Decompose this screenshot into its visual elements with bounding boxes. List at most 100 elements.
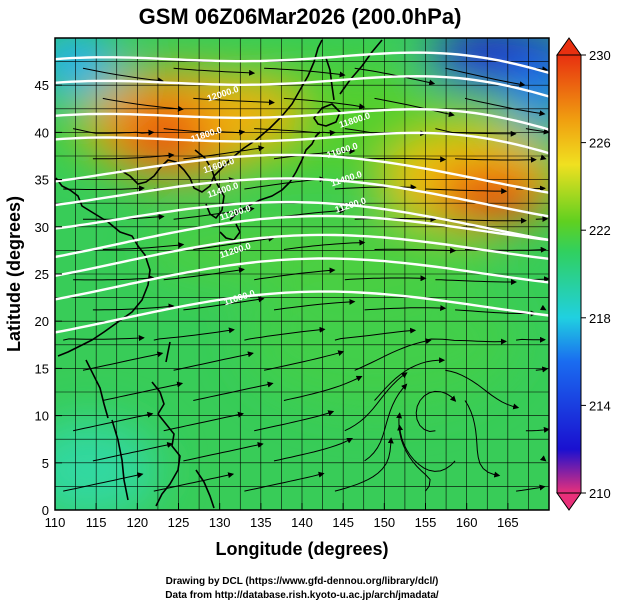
streamline <box>183 145 265 160</box>
credit-line-1: Drawing by DCL (https://www.gfd-dennou.o… <box>166 576 439 587</box>
warm-core-east <box>435 167 545 223</box>
streamline <box>435 279 517 285</box>
colorbar-top-arrow <box>556 37 582 56</box>
streamline <box>374 247 457 254</box>
streamline <box>415 390 457 433</box>
x-tick-label: 155 <box>415 515 437 530</box>
streamline <box>193 381 274 401</box>
streamline <box>364 156 447 163</box>
streamline <box>464 97 546 117</box>
height-contour-11000 <box>55 290 549 334</box>
y-tick-label: 0 <box>42 503 49 518</box>
x-tick-label: 145 <box>332 515 354 530</box>
x-tick-label: 110 <box>45 515 66 530</box>
streamline <box>102 97 184 112</box>
streamline <box>283 239 366 250</box>
colorbar-tick-label: 230 <box>589 48 611 63</box>
plot-area: 12000.011800.011600.011400.011200.011200… <box>55 38 549 510</box>
streamline <box>455 156 537 163</box>
coast-korea <box>194 149 225 219</box>
height-contour-11800 <box>55 131 549 155</box>
chart-title: GSM 06Z06Mar2026 (200.0hPa) <box>139 4 462 29</box>
colorbar-tick-label: 210 <box>589 486 611 501</box>
y-tick-label: 20 <box>35 314 49 329</box>
streamline <box>254 267 336 281</box>
colorbar-tick-label: 222 <box>589 223 611 238</box>
streamline <box>364 305 447 312</box>
x-tick-label: 160 <box>456 515 478 530</box>
x-tick-label: 140 <box>291 515 313 530</box>
streamline <box>173 351 254 371</box>
streamline <box>82 67 164 84</box>
height-contour-12000 <box>55 74 549 98</box>
subtropical-band <box>140 210 500 290</box>
streamline <box>455 309 537 317</box>
colorbar-tick-label: 214 <box>589 398 611 413</box>
x-tick-label: 130 <box>209 515 231 530</box>
streamline <box>63 472 144 492</box>
streamline <box>283 375 363 401</box>
streamline <box>72 128 155 136</box>
colorbar-bottom-arrow <box>556 492 582 511</box>
streamline <box>425 338 507 345</box>
credit-line-2: Data from http://database.rish.kyoto-u.a… <box>165 590 439 601</box>
streamline <box>354 67 436 86</box>
coast-honshu <box>229 131 321 221</box>
streamline <box>273 148 356 160</box>
streamline <box>183 442 264 462</box>
coast-sakhalin <box>325 57 335 101</box>
y-tick-label: 15 <box>35 361 49 376</box>
coast-philippines <box>151 381 181 507</box>
height-contour-11200 <box>55 257 549 301</box>
coast-mindanao <box>195 469 215 509</box>
x-tick-label: 165 <box>497 515 519 530</box>
streamline <box>397 424 456 472</box>
y-tick-label: 30 <box>35 220 49 235</box>
streamline <box>63 335 145 342</box>
streamline <box>254 128 336 136</box>
streamline <box>163 411 244 432</box>
streamline <box>273 437 353 462</box>
streamline <box>173 206 255 220</box>
coast-kuril <box>339 39 383 95</box>
streamline <box>193 97 275 106</box>
streamline <box>525 426 549 433</box>
x-tick-label: 150 <box>373 515 395 530</box>
streamline <box>92 441 174 462</box>
streamline <box>334 184 417 191</box>
streamline <box>374 357 446 401</box>
tropical-band <box>240 270 520 410</box>
streamline <box>344 275 427 282</box>
streamline <box>334 437 394 492</box>
streamline <box>435 128 517 137</box>
streamline <box>374 97 455 118</box>
y-tick-label: 45 <box>35 78 49 93</box>
coast-bohai <box>119 159 215 193</box>
height-contour-11800 <box>55 107 549 131</box>
coast-vietnam <box>85 359 109 419</box>
streamline <box>193 235 275 250</box>
streamline <box>516 336 546 343</box>
streamline <box>102 381 184 401</box>
streamline <box>344 372 408 432</box>
x-axis: 110 115 120 125 130 135 140 145 150 155 160 165 <box>45 503 519 530</box>
height-contours <box>55 51 549 334</box>
streamline <box>525 128 549 135</box>
streamline <box>264 67 346 78</box>
streamline <box>516 484 546 492</box>
streamline <box>92 152 175 160</box>
streamline <box>445 217 527 224</box>
height-contour-11600 <box>55 153 549 194</box>
streamline <box>163 128 246 136</box>
streamline <box>445 67 526 88</box>
streamline <box>354 338 432 371</box>
streamline <box>244 471 325 492</box>
streamline <box>73 275 155 282</box>
height-contour-11400 <box>55 214 549 259</box>
height-contour-11200 <box>55 233 549 278</box>
x-tick-label: 135 <box>250 515 272 530</box>
colorbar: 230 226 222 218 214 210 <box>556 37 611 511</box>
y-tick-label: 10 <box>35 409 49 424</box>
streamline <box>425 188 508 195</box>
height-contour-11600 <box>55 177 549 218</box>
